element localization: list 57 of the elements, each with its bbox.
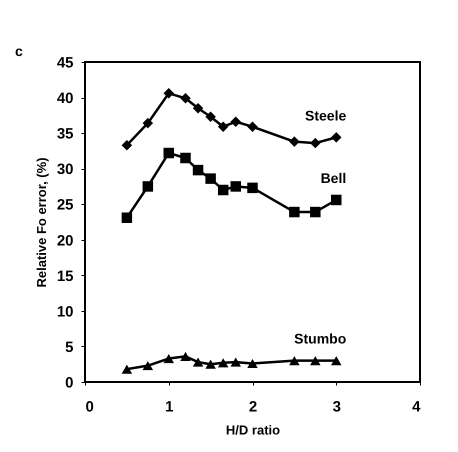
x-tick-label: 1 (165, 398, 174, 416)
point (122, 140, 132, 150)
point (122, 364, 132, 374)
point (205, 173, 216, 184)
y-tick-label: 45 (56, 54, 74, 72)
point (180, 93, 191, 104)
point (247, 182, 258, 194)
point (289, 356, 300, 366)
point (164, 354, 174, 364)
point (230, 181, 241, 192)
point (142, 118, 154, 128)
point (192, 102, 204, 114)
y-tick-label: 40 (56, 90, 74, 108)
y-tick-label: 25 (56, 196, 74, 214)
point (164, 148, 174, 158)
point (289, 136, 300, 147)
point (331, 132, 342, 143)
x-tick-label: 0 (86, 398, 94, 416)
point (164, 88, 174, 99)
point (218, 184, 228, 196)
point (331, 356, 342, 366)
y-tick-label: 20 (56, 232, 74, 250)
point (218, 121, 228, 132)
point (230, 358, 241, 367)
point (180, 152, 191, 164)
series-label: Steele (305, 107, 346, 124)
point (142, 181, 154, 192)
y-tick-label: 5 (65, 338, 74, 356)
y-tick-label: 0 (65, 374, 74, 392)
y-tick-label: 30 (56, 161, 74, 178)
y-tick-label: 10 (56, 303, 74, 320)
series-label: Bell (320, 170, 346, 186)
point (289, 206, 300, 218)
point (205, 360, 216, 369)
point (192, 358, 204, 367)
point (310, 356, 321, 366)
point (205, 112, 216, 122)
point (310, 138, 321, 148)
text: c (15, 43, 23, 59)
x-tick-label: 4 (412, 398, 422, 416)
x-tick-label: 3 (332, 398, 341, 416)
series-label: Stumbo (294, 330, 346, 347)
point (218, 358, 228, 368)
point (247, 358, 258, 368)
y-tick-label: 15 (56, 268, 74, 285)
point (142, 361, 154, 370)
x-axis-title: H/D ratio (226, 422, 280, 438)
point (180, 352, 191, 361)
y-axis-title: Relative Fo error, (%) (34, 157, 49, 288)
point (247, 121, 258, 132)
x-tick-label: 2 (248, 398, 258, 416)
point (310, 206, 321, 218)
point (230, 116, 241, 127)
point (122, 212, 132, 223)
point (192, 164, 204, 176)
point (331, 194, 342, 206)
y-tick-label: 35 (56, 126, 74, 143)
